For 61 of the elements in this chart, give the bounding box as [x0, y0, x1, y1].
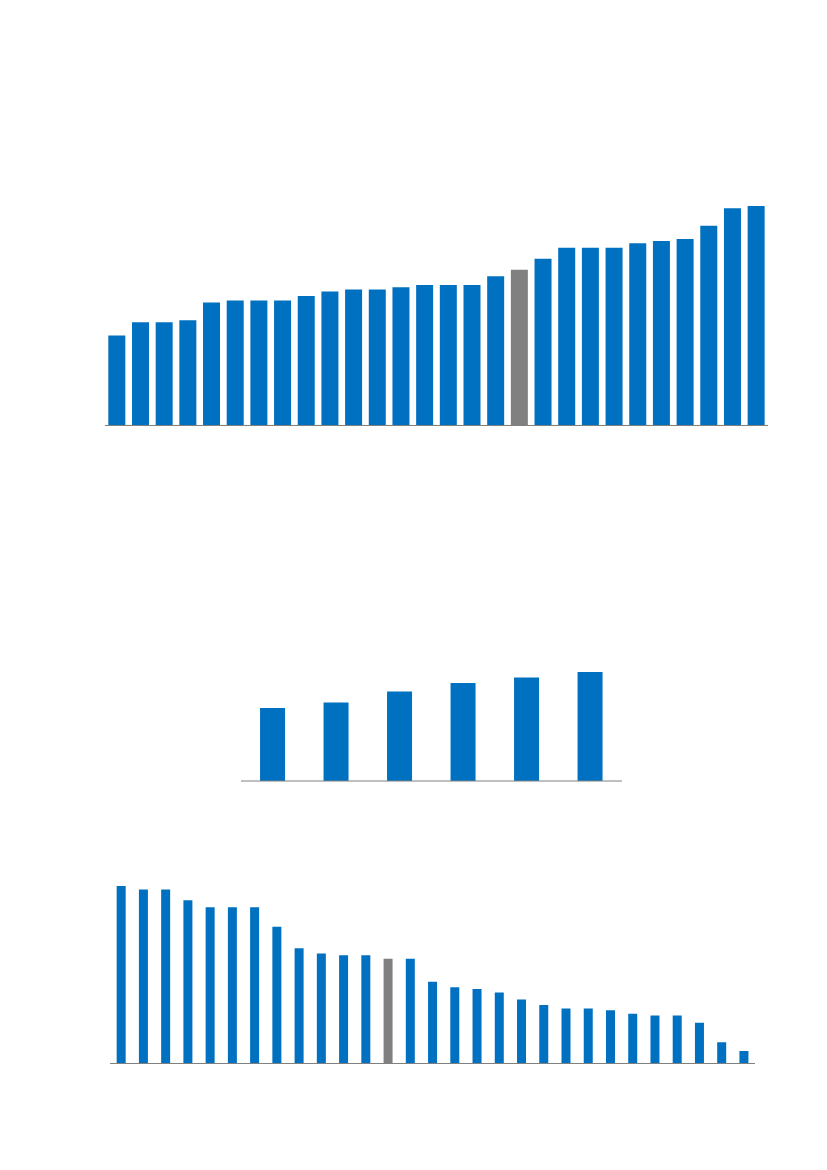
bar [321, 291, 339, 426]
bar [155, 322, 173, 426]
bar [650, 1015, 660, 1064]
bar [361, 955, 371, 1064]
bar [539, 1004, 549, 1064]
bar [405, 958, 415, 1064]
bar [226, 300, 244, 426]
bar [250, 300, 268, 426]
bar [450, 987, 460, 1064]
bar [161, 889, 171, 1064]
bar [700, 225, 718, 426]
bar [260, 707, 286, 781]
bar [652, 241, 670, 426]
bar [494, 992, 504, 1064]
bar [534, 258, 552, 426]
bar [116, 886, 126, 1064]
bar [345, 289, 363, 426]
bar [138, 889, 148, 1064]
bar [416, 285, 434, 426]
bar [250, 907, 260, 1064]
bar [583, 1008, 593, 1064]
bar [672, 1015, 682, 1064]
bar [272, 926, 282, 1064]
bar [205, 907, 215, 1064]
bar [605, 1010, 615, 1064]
bar [274, 300, 292, 426]
bar [131, 322, 149, 426]
bar [628, 1013, 638, 1064]
bar [108, 335, 126, 426]
bar [179, 320, 197, 426]
bar [514, 677, 540, 781]
bar [463, 285, 481, 426]
bar [561, 1008, 571, 1064]
bar [472, 988, 482, 1064]
bar [723, 208, 741, 426]
bar [577, 672, 603, 781]
bar [339, 955, 349, 1064]
bar [368, 289, 386, 426]
bar [183, 900, 193, 1064]
bar [747, 206, 765, 426]
bar [581, 247, 599, 426]
bar [439, 285, 457, 426]
bar [316, 953, 326, 1064]
bar [323, 702, 349, 781]
bar [605, 247, 623, 426]
bar [203, 302, 221, 426]
bar [297, 296, 315, 426]
bar [294, 948, 304, 1064]
bar [387, 691, 413, 781]
bar [739, 1051, 749, 1064]
bar [629, 243, 647, 426]
bar [428, 981, 438, 1064]
bar [694, 1022, 704, 1064]
bar [487, 276, 505, 426]
bar [676, 238, 694, 426]
bar [227, 907, 237, 1064]
bar [517, 999, 527, 1064]
bar [717, 1042, 727, 1064]
bar [558, 247, 576, 426]
bar [450, 682, 476, 781]
bar [392, 287, 410, 426]
